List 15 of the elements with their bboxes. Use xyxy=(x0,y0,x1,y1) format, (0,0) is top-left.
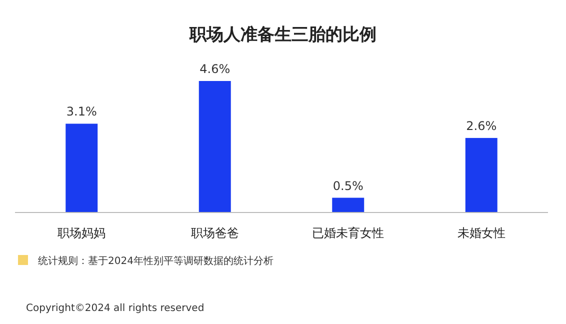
x-tick-label: 职场妈妈 xyxy=(58,226,106,240)
text: Copyright©2024 all rights reserved xyxy=(26,303,204,314)
chart-title: 职场人准备生三胎的比例 xyxy=(188,25,376,45)
bar xyxy=(198,81,231,212)
data-label: 3.1% xyxy=(66,104,97,119)
bar xyxy=(66,124,98,212)
data-label: 4.6% xyxy=(200,62,230,76)
x-tick-label: 已婚未育女性 xyxy=(312,226,384,240)
x-tick-label: 职场爸爸 xyxy=(190,226,239,240)
bar xyxy=(465,138,498,212)
data-label: 0.5% xyxy=(332,178,364,193)
text: 统计规则：基于2024年性别平等调研数据的统计分析 xyxy=(38,255,274,267)
bar xyxy=(332,198,364,212)
data-label: 2.6% xyxy=(466,118,497,133)
x-tick-label: 未婚女性 xyxy=(457,226,506,240)
